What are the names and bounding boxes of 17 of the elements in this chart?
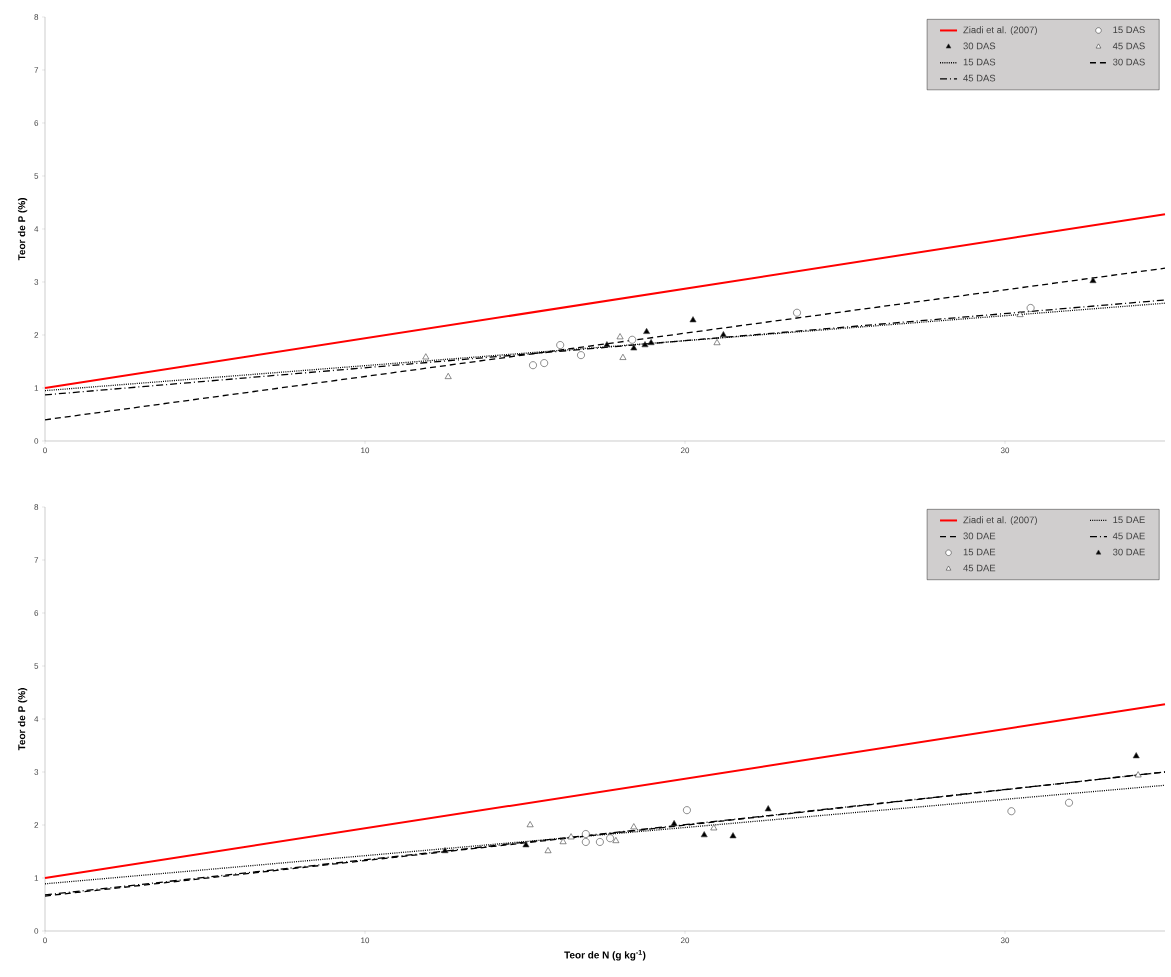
- legend-label: 30 DAS: [963, 42, 996, 50]
- x-axis-title: Teor de N (g kg$^{-1}$): [564, 949, 646, 961]
- legend-label: 15 DAS: [963, 58, 996, 66]
- legend-label: Ziadi et al. (2007): [963, 516, 1037, 526]
- legend-label: 15 DAE: [1113, 516, 1145, 524]
- legend-label: 15 DAS: [1113, 26, 1145, 34]
- legend-label: 45 DAS: [1112, 42, 1145, 50]
- legend-label: Ziadi et al. (2007): [963, 26, 1037, 36]
- legend-label: 30 DAS: [1112, 58, 1145, 66]
- legend-label: 45 DAS: [963, 74, 996, 82]
- y-axis-title: Teor de P (%): [17, 688, 28, 751]
- legend-label: 30 DAE: [963, 532, 996, 540]
- legend-label: 15 DAE: [963, 548, 996, 556]
- legend-label: 30 DAE: [1112, 548, 1145, 556]
- legend-label: 45 DAE: [963, 564, 996, 572]
- y-axis-title: Teor de P (%): [17, 198, 28, 261]
- legend-label: 45 DAE: [1112, 532, 1145, 540]
